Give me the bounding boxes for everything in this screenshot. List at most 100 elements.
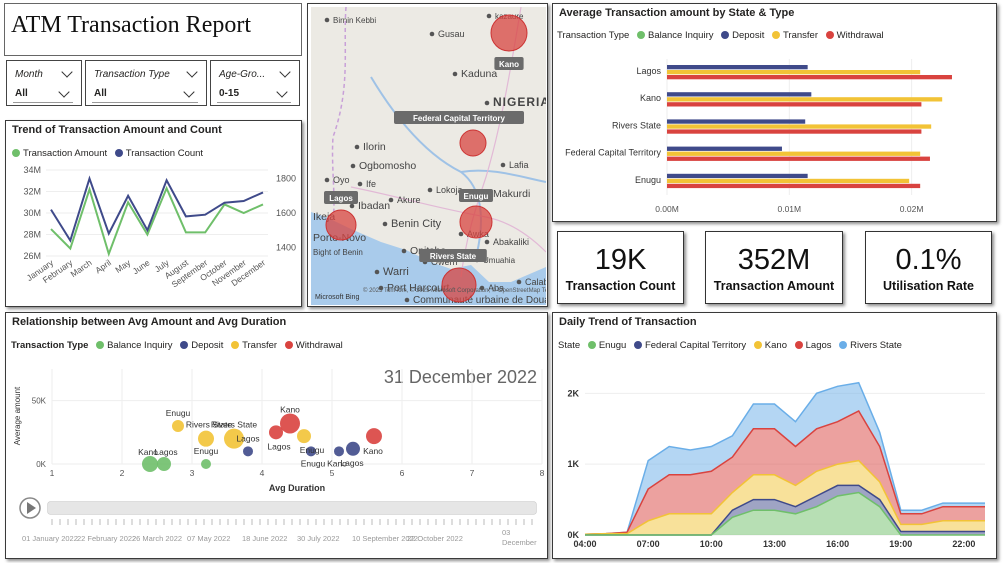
trend-chart-card[interactable]: Trend of Transaction Amount and Count Tr… xyxy=(5,120,302,307)
bar-withdrawal[interactable] xyxy=(667,129,922,134)
legend-item[interactable]: Rivers State xyxy=(839,340,902,351)
daily-trend-card[interactable]: Daily Trend of Transaction State Enugu F… xyxy=(552,312,997,559)
bar-deposit[interactable] xyxy=(667,146,782,151)
chevron-down-icon[interactable] xyxy=(183,86,195,98)
city-dot xyxy=(404,297,410,303)
area-kano[interactable] xyxy=(585,460,985,535)
bar-transfer[interactable] xyxy=(667,97,943,102)
legend-item[interactable]: Deposit xyxy=(180,340,223,351)
scatter-plot[interactable]: 50K 0K 1 2 3 4 5 6 7 8 Avg Duration Average amount K… xyxy=(6,361,546,556)
age-group-slicer[interactable]: Age-Gro... 0-15 xyxy=(210,60,300,106)
legend-item[interactable]: Enugu xyxy=(587,340,626,351)
bar-withdrawal[interactable] xyxy=(667,75,952,80)
timeline-label: 07 May 2022 xyxy=(187,534,230,543)
scatter-point-label: Lagos xyxy=(340,458,363,468)
scatter-point[interactable] xyxy=(346,441,360,456)
area-lagos[interactable] xyxy=(585,411,985,535)
y-tick-label: 50K xyxy=(32,397,47,406)
state-bubble-enugu[interactable] xyxy=(459,205,493,239)
legend-item[interactable]: Transfer xyxy=(771,30,818,41)
transaction-type-slicer-value[interactable]: All xyxy=(92,86,198,103)
bar-transfer[interactable] xyxy=(667,151,921,156)
bar-deposit[interactable] xyxy=(667,92,812,97)
state-bubble-federal-capital-territory[interactable] xyxy=(459,129,487,157)
scatter-point[interactable] xyxy=(224,428,244,449)
scatter-point[interactable] xyxy=(334,446,344,457)
transaction-type-value-text: All xyxy=(94,88,107,99)
timeline-label: 22 October 2022 xyxy=(407,534,463,543)
map-place-label: Ogbomosho xyxy=(359,160,416,172)
legend-item[interactable]: Balance Inquiry xyxy=(637,30,713,41)
month-slicer[interactable]: Month All xyxy=(6,60,82,106)
bar-deposit[interactable] xyxy=(667,119,806,124)
scatter-point-label: Lagos xyxy=(154,447,177,457)
scatter-point[interactable] xyxy=(280,413,300,434)
bar-deposit[interactable] xyxy=(667,173,808,179)
age-group-slicer-value[interactable]: 0-15 xyxy=(217,86,291,103)
area-federal-capital-territory[interactable] xyxy=(585,485,985,535)
scatter-point[interactable] xyxy=(243,446,253,457)
legend-swatch xyxy=(794,341,803,349)
transaction-type-slicer[interactable]: Transaction Type All xyxy=(85,60,207,106)
bar-transfer[interactable] xyxy=(667,70,921,75)
map-visual[interactable]: Birnin KebbikazaureGusauKadunaNIGERIAIlo… xyxy=(311,7,546,305)
state-bubble-kano[interactable] xyxy=(490,14,528,52)
scatter-point[interactable] xyxy=(306,446,316,457)
chevron-down-icon[interactable] xyxy=(61,66,73,78)
trend-chart-plot[interactable]: 26M28M30M32M34M140016001800JanuaryFebrua… xyxy=(6,161,301,306)
scatter-chart-card[interactable]: Relationship between Avg Amount and Avg … xyxy=(5,312,548,559)
x-tick-label: 16:00 xyxy=(826,539,849,549)
legend-item[interactable]: Transfer xyxy=(231,340,277,351)
chevron-down-icon[interactable] xyxy=(279,66,291,78)
state-bubble-lagos[interactable] xyxy=(325,209,357,241)
map-place-label: Oyo xyxy=(333,175,350,185)
y-tick-label: 0K xyxy=(36,460,46,469)
series-line-transaction-amount[interactable] xyxy=(50,185,264,258)
bar-transfer[interactable] xyxy=(667,124,932,129)
legend-item[interactable]: Transaction Count xyxy=(114,148,203,159)
bar-withdrawal[interactable] xyxy=(667,102,922,107)
series-line-transaction-count[interactable] xyxy=(50,175,264,243)
x-tick-label: 3 xyxy=(190,468,195,478)
scatter-point[interactable] xyxy=(142,456,158,472)
scatter-chart-title: Relationship between Avg Amount and Avg … xyxy=(12,316,287,328)
legend-item[interactable]: Kano xyxy=(753,340,787,351)
map-card[interactable]: Birnin KebbikazaureGusauKadunaNIGERIAIlo… xyxy=(307,3,548,307)
scatter-point[interactable] xyxy=(297,429,311,444)
scatter-point[interactable] xyxy=(157,457,171,471)
legend-item[interactable]: Withdrawal xyxy=(825,30,884,41)
legend-item[interactable]: Transaction Amount xyxy=(12,148,107,159)
area-enugu[interactable] xyxy=(585,492,985,536)
kpi-value: 0.1% xyxy=(895,244,962,276)
bar-deposit[interactable] xyxy=(667,65,808,70)
bar-transfer[interactable] xyxy=(667,178,910,184)
bar-withdrawal[interactable] xyxy=(667,183,921,189)
state-bubble-rivers-state[interactable] xyxy=(441,267,477,303)
legend-item[interactable]: Lagos xyxy=(794,340,832,351)
bar-withdrawal[interactable] xyxy=(667,156,930,161)
bar-chart-card[interactable]: Average Transaction amount by State & Ty… xyxy=(552,3,997,222)
kpi-label: Transaction Count xyxy=(565,279,676,293)
legend-item[interactable]: Federal Capital Territory xyxy=(633,340,746,351)
legend-item[interactable]: Deposit xyxy=(721,30,764,41)
chevron-down-icon[interactable] xyxy=(276,86,288,98)
scatter-point[interactable] xyxy=(172,420,184,432)
bar-chart-plot[interactable]: Lagos Kano Rivers State Federal Capital Ter… xyxy=(553,49,993,219)
map-place-label: Communauté urbaine de Douala xyxy=(413,295,546,305)
month-slicer-value[interactable]: All xyxy=(13,86,73,103)
scatter-point[interactable] xyxy=(366,428,382,445)
play-icon[interactable] xyxy=(27,502,36,514)
chevron-down-icon[interactable] xyxy=(58,86,70,98)
city-dot xyxy=(479,285,485,291)
legend-item[interactable]: Withdrawal xyxy=(284,340,343,351)
chevron-down-icon[interactable] xyxy=(186,66,198,78)
scatter-point[interactable] xyxy=(201,459,211,469)
x-tick-label: 22:00 xyxy=(952,539,975,549)
legend-item[interactable]: Balance Inquiry xyxy=(96,340,173,351)
scatter-point[interactable] xyxy=(198,430,214,447)
scatter-point[interactable] xyxy=(269,425,283,440)
legend-label: Balance Inquiry xyxy=(648,30,714,41)
road-line xyxy=(460,7,522,278)
